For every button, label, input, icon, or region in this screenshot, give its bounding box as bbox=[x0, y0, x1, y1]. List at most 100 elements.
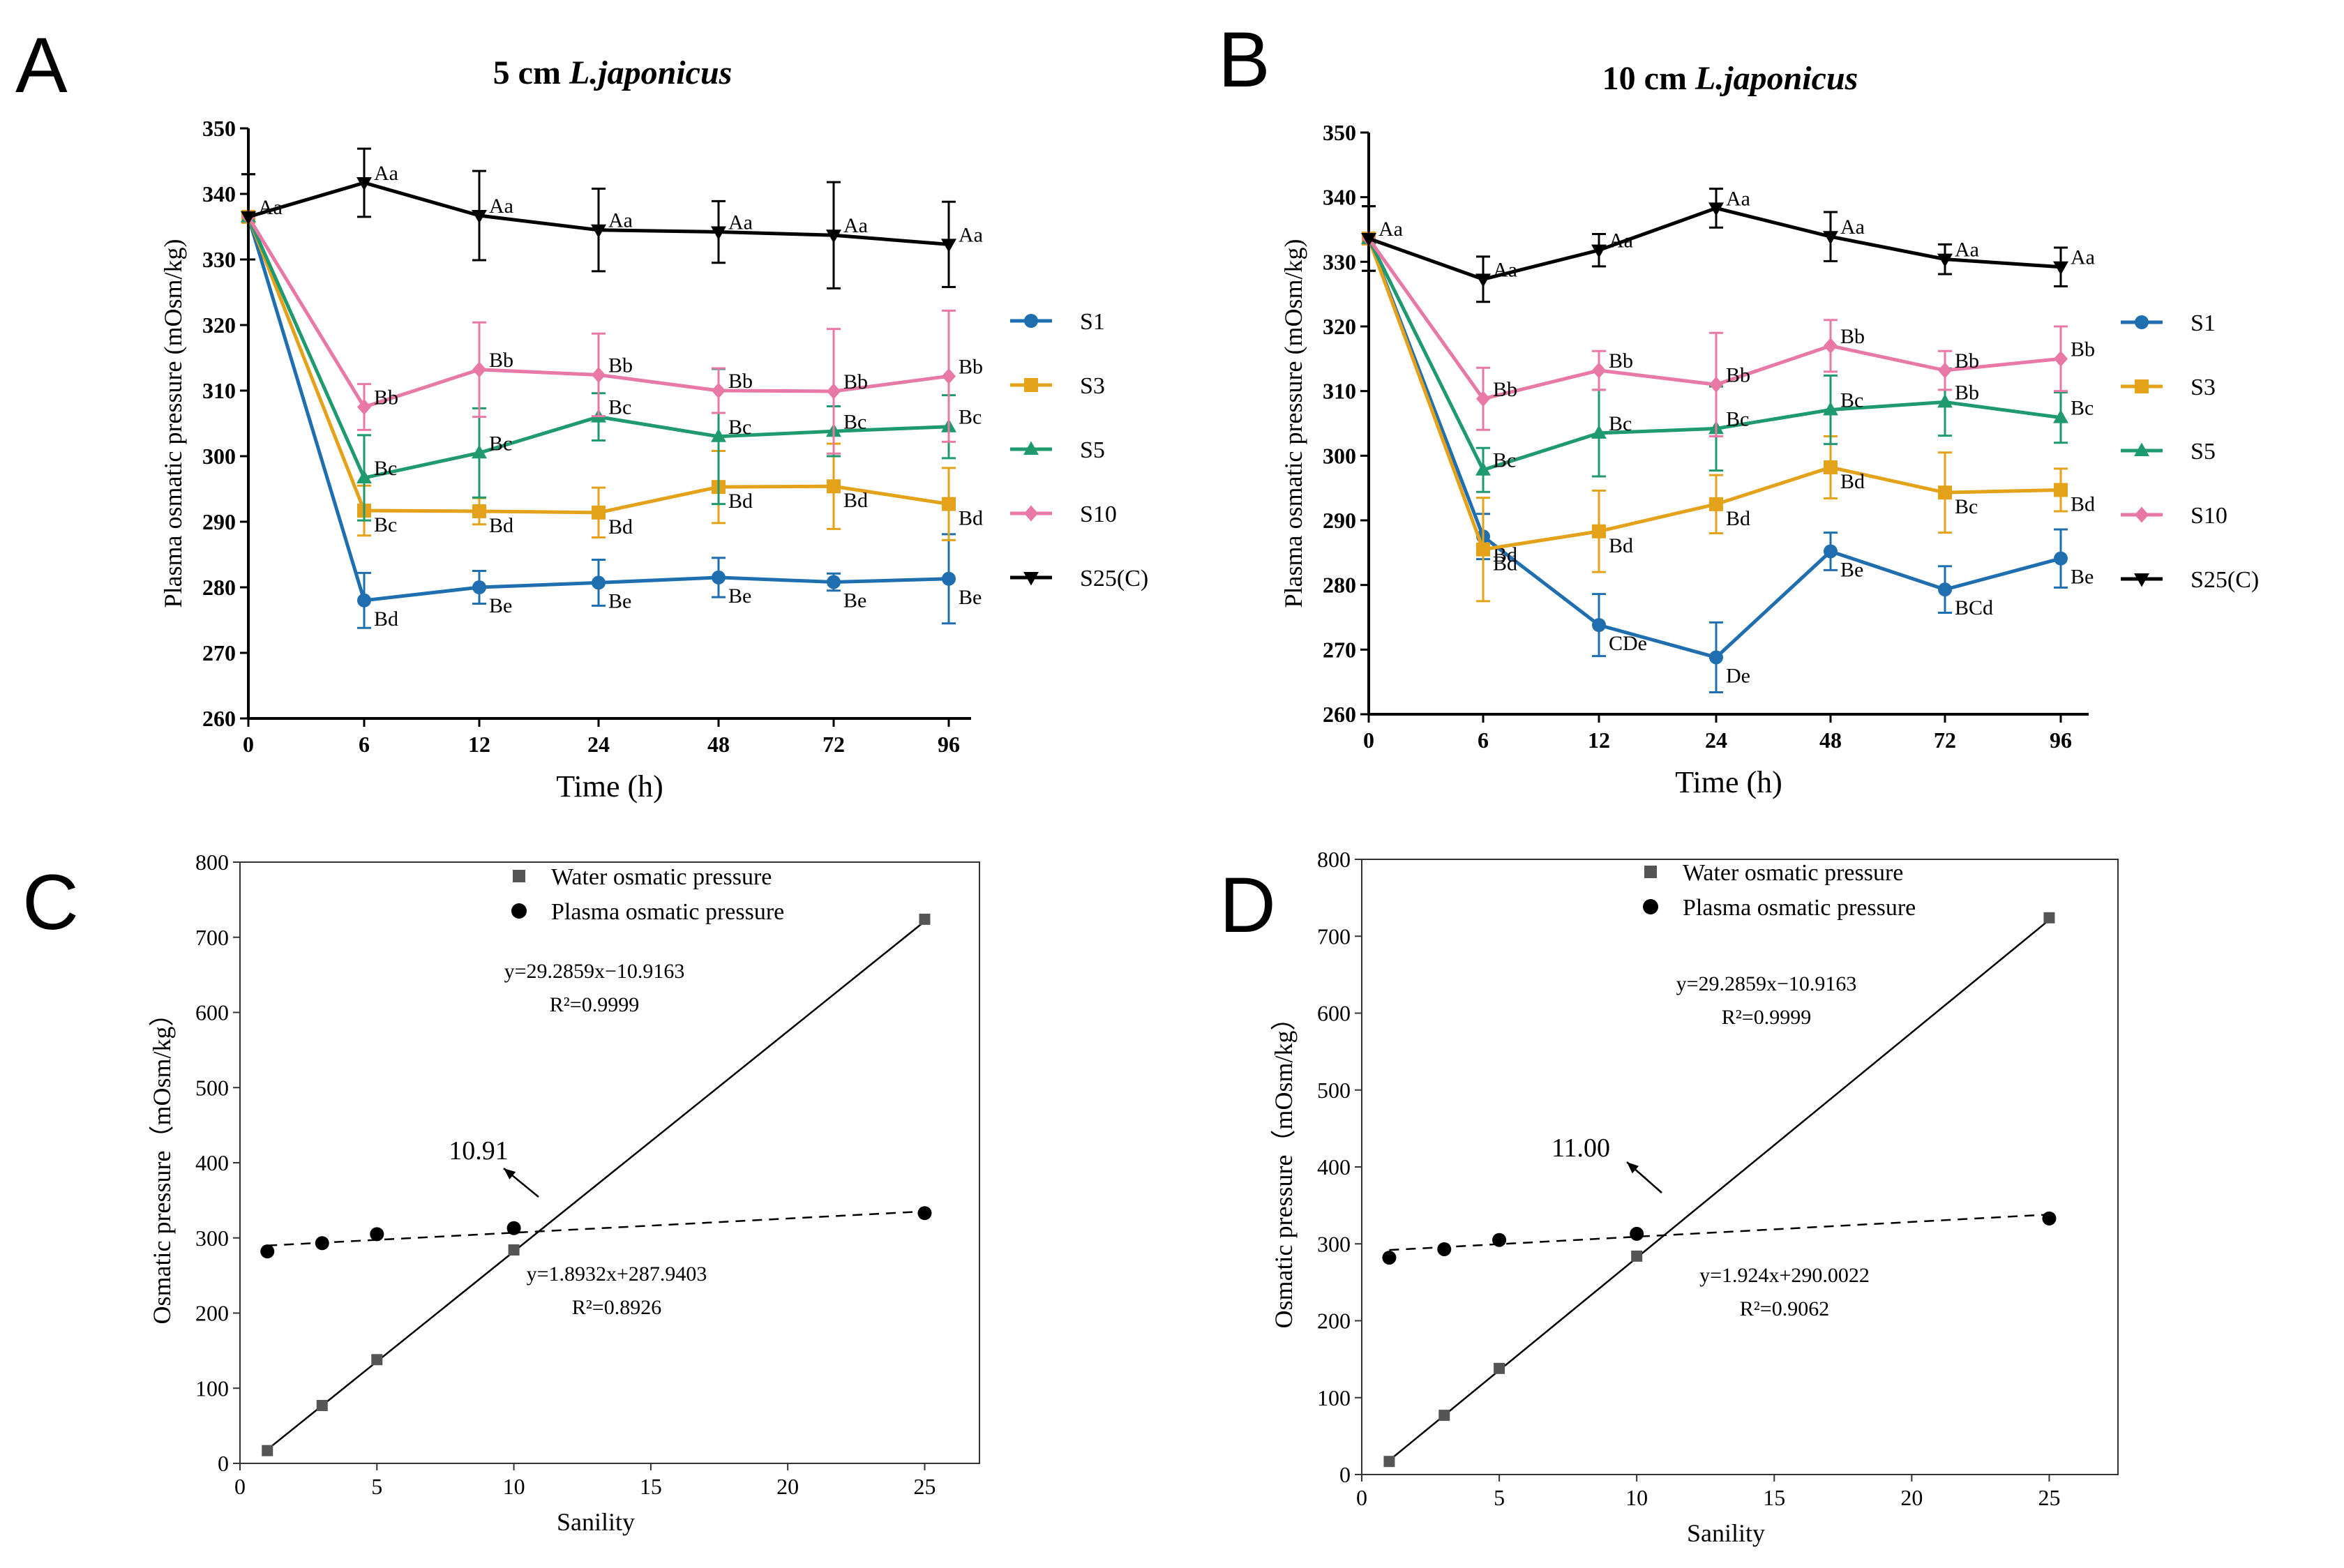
water-fit-r2: R²=0.9999 bbox=[550, 993, 639, 1016]
x-tick-label: 6 bbox=[359, 732, 370, 757]
x-tick-label: 24 bbox=[587, 732, 610, 757]
y-tick-label: 340 bbox=[1323, 185, 1356, 210]
panel-d-scatter-chart: 0 100 200 300 400 500 600 700 800 0 5 10 15 20 25 Sanil… bbox=[1270, 847, 2119, 1547]
significance-label: Bb bbox=[608, 354, 633, 377]
legend-plasma-marker bbox=[1643, 899, 1658, 914]
legend-water-label: Water osmatic pressure bbox=[1683, 860, 1903, 886]
y-tick-label: 600 bbox=[1317, 1001, 1351, 1026]
legend-water-label: Water osmatic pressure bbox=[551, 864, 772, 890]
data-point bbox=[711, 226, 726, 241]
x-tick-label: 0 bbox=[243, 732, 254, 757]
plasma-point bbox=[1382, 1251, 1397, 1265]
significance-label: Be bbox=[608, 589, 631, 612]
y-axis-label: Osmatic pressure（mOsm/kg） bbox=[1270, 1006, 1298, 1329]
data-point bbox=[1709, 497, 1723, 511]
plasma-fit-line bbox=[267, 1210, 925, 1246]
legend-marker bbox=[2134, 573, 2149, 587]
y-axis-label: Plasma osmatic pressure (mOsm/kg) bbox=[1279, 239, 1307, 608]
significance-label: Be bbox=[959, 586, 982, 609]
panel-letter-a: A bbox=[15, 22, 68, 109]
data-point bbox=[941, 239, 956, 252]
water-point bbox=[1438, 1410, 1450, 1422]
legend-label: S10 bbox=[1080, 502, 1117, 527]
significance-label: BCd bbox=[1955, 596, 1993, 619]
significance-label: Be bbox=[728, 585, 751, 608]
data-point bbox=[826, 229, 841, 243]
plasma-fit-equation: y=1.924x+290.0022 bbox=[1699, 1264, 1870, 1287]
significance-label: Bd bbox=[1493, 552, 1517, 575]
data-point bbox=[2054, 350, 2068, 367]
significance-label: Aa bbox=[1726, 187, 1750, 210]
significance-label: Aa bbox=[258, 196, 283, 219]
data-point bbox=[472, 504, 486, 518]
y-tick-label: 340 bbox=[202, 181, 236, 206]
data-point bbox=[1938, 582, 1952, 597]
data-point bbox=[1708, 202, 1724, 216]
y-tick-label: 310 bbox=[1323, 379, 1356, 404]
significance-label: Bd bbox=[959, 507, 983, 530]
x-tick-label: 96 bbox=[938, 732, 960, 757]
y-tick-label: 300 bbox=[1323, 443, 1356, 468]
intersection-label: 11.00 bbox=[1552, 1133, 1610, 1163]
data-point bbox=[1709, 650, 1723, 665]
x-axis-label: Sanility bbox=[1687, 1519, 1765, 1547]
legend-label: S1 bbox=[2191, 310, 2216, 336]
y-tick-label: 350 bbox=[1323, 120, 1356, 145]
significance-label: Bc bbox=[489, 432, 512, 455]
y-tick-label: 0 bbox=[218, 1451, 229, 1476]
x-axis-label: Sanility bbox=[557, 1508, 635, 1536]
significance-label: Bc bbox=[1955, 495, 1978, 518]
data-point bbox=[1709, 376, 1723, 393]
data-point bbox=[1823, 402, 1838, 416]
water-fit-line bbox=[1388, 919, 2050, 1461]
y-tick-label: 280 bbox=[202, 575, 236, 600]
legend-plasma-label: Plasma osmatic pressure bbox=[551, 899, 784, 925]
significance-label: Aa bbox=[1609, 229, 1633, 252]
data-point bbox=[1591, 425, 1607, 439]
legend-marker bbox=[1023, 441, 1039, 455]
legend-marker bbox=[1024, 505, 1038, 522]
y-tick-label: 300 bbox=[202, 444, 236, 469]
significance-label: Bc bbox=[374, 513, 397, 536]
significance-label: Bb bbox=[843, 370, 868, 393]
y-tick-label: 270 bbox=[1323, 637, 1356, 662]
data-point bbox=[592, 575, 606, 590]
x-tick-label: 0 bbox=[1363, 728, 1374, 753]
legend-marker bbox=[1024, 314, 1038, 328]
data-point bbox=[1592, 618, 1606, 633]
significance-label: Bd bbox=[1840, 470, 1865, 493]
significance-label: Bb bbox=[374, 386, 398, 409]
panel-b-line-chart: 260 270 280 290 300 310 320 330 340 350 0 6 12 24 48 72… bbox=[1279, 120, 2259, 799]
y-tick-label: 100 bbox=[1317, 1385, 1351, 1410]
significance-label: Bd bbox=[728, 490, 753, 513]
y-tick-label: 500 bbox=[1317, 1078, 1351, 1103]
plasma-point bbox=[917, 1206, 932, 1221]
significance-label: De bbox=[1726, 664, 1750, 687]
data-point bbox=[1824, 338, 1838, 354]
x-tick-label: 48 bbox=[1819, 728, 1842, 753]
x-tick-label: 72 bbox=[1934, 728, 1956, 753]
series-S25C: Aa Aa Aa Aa Aa Aa Aa S25(C) bbox=[241, 147, 1148, 591]
y-axis-label: Plasma osmatic pressure (mOsm/kg) bbox=[159, 239, 187, 608]
data-point bbox=[827, 479, 841, 494]
significance-label: Bc bbox=[1493, 449, 1516, 472]
legend-water-marker bbox=[513, 870, 525, 882]
significance-label: Bb bbox=[1726, 363, 1750, 386]
y-tick-label: 320 bbox=[1323, 314, 1356, 339]
plasma-point bbox=[260, 1244, 275, 1259]
panel-b-title: 10 cm L.japonicus bbox=[1602, 60, 1858, 97]
significance-label: Bc bbox=[2071, 397, 2094, 420]
water-point bbox=[262, 1445, 273, 1456]
x-tick-label: 0 bbox=[234, 1474, 246, 1499]
x-tick-label: 5 bbox=[1494, 1485, 1505, 1510]
significance-label: Aa bbox=[1378, 218, 1403, 241]
data-point bbox=[942, 368, 956, 384]
data-point bbox=[827, 575, 841, 589]
y-tick-label: 100 bbox=[195, 1375, 229, 1401]
legend-plasma-marker bbox=[511, 903, 527, 919]
significance-label: CDe bbox=[1609, 632, 1647, 655]
series-S10: Bb Bb Bb Bb Bb Bb S10 bbox=[1362, 205, 2227, 529]
significance-label: Aa bbox=[959, 223, 983, 246]
significance-label: Bc bbox=[1726, 407, 1749, 430]
